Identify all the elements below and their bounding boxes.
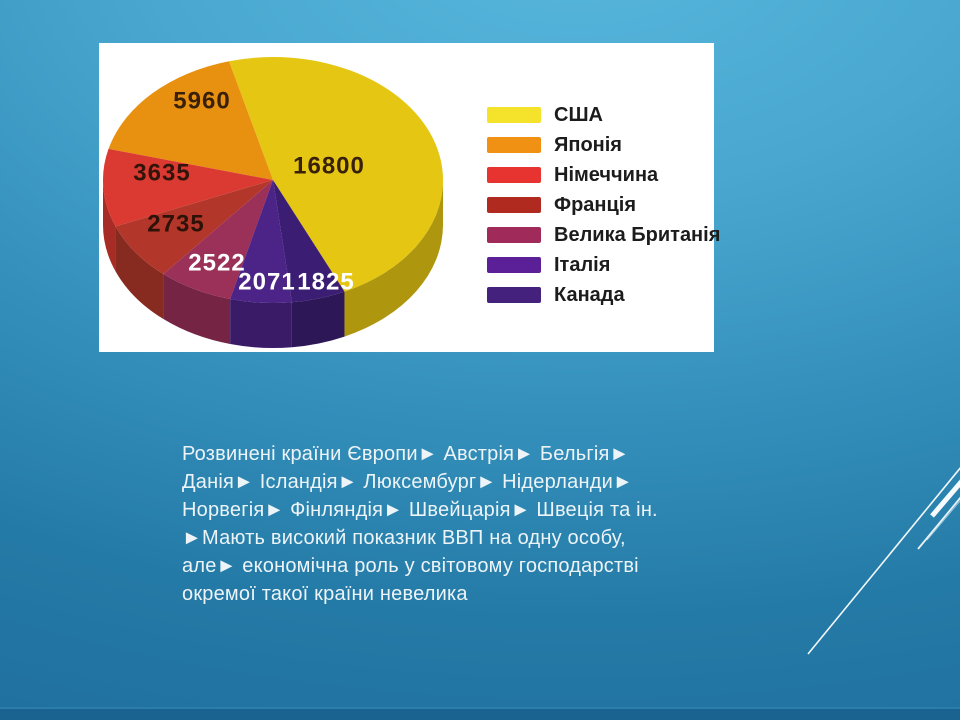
legend-label: Велика Британія bbox=[554, 224, 721, 246]
pie-slice-side bbox=[230, 299, 292, 348]
body-text-line: Норвегія► Фінляндія► Швейцарія► Швеція т… bbox=[182, 499, 658, 521]
pie-slice-top bbox=[273, 180, 345, 303]
deco-line-faint bbox=[926, 500, 960, 541]
pie-value-label: 2522 bbox=[188, 249, 245, 276]
legend-swatch bbox=[487, 107, 541, 123]
pie-value-label: 2735 bbox=[147, 210, 204, 237]
deco-line-thin bbox=[917, 496, 960, 550]
pie-slice-top bbox=[108, 61, 273, 180]
pie-slice-top bbox=[230, 180, 292, 303]
legend-item: Італія bbox=[487, 254, 720, 276]
pie-value-label: 16800 bbox=[293, 152, 365, 179]
pie-value-label: 1825 bbox=[297, 268, 354, 295]
pie-slice-top bbox=[163, 180, 273, 300]
legend-swatch bbox=[487, 287, 541, 303]
body-text-line: Данія► Ісландія► Люксембург► Нідерланди► bbox=[182, 471, 633, 493]
body-text-line: але► економічна роль у світовому господа… bbox=[182, 555, 639, 577]
legend-swatch bbox=[487, 227, 541, 243]
legend-item: Канада bbox=[487, 284, 720, 306]
legend-item: США bbox=[487, 104, 720, 126]
legend-label: Німеччина bbox=[554, 164, 659, 186]
pie-value-label: 3635 bbox=[133, 159, 190, 186]
pie-slice-top bbox=[115, 180, 273, 275]
legend-item: Франція bbox=[487, 194, 720, 216]
deco-line-thick bbox=[930, 479, 960, 518]
pie-slice-side bbox=[344, 180, 444, 337]
pie-slice-side bbox=[163, 274, 231, 345]
legend-swatch bbox=[487, 197, 541, 213]
pie-value-label: 2071 bbox=[238, 268, 295, 295]
legend-label: Канада bbox=[554, 284, 625, 306]
pie-value-label: 5960 bbox=[173, 87, 230, 114]
body-text-line: ►Мають високий показник ВВП на одну особ… bbox=[182, 527, 626, 549]
legend-item: Німеччина bbox=[487, 164, 720, 186]
legend-swatch bbox=[487, 167, 541, 183]
legend-label: Японія bbox=[554, 134, 622, 156]
chart-panel: 16800 5960 3635 2735 2522 2071 1825 США Японія Н… bbox=[99, 43, 720, 352]
body-text-line: Розвинені країни Європи► Австрія► Бельгі… bbox=[182, 443, 630, 465]
body-text-line: окремої такої країни невелика bbox=[182, 583, 468, 605]
pie-slice-top bbox=[102, 148, 273, 227]
deco-line-long bbox=[807, 467, 960, 655]
body-text: Розвинені країни Європи► Австрія► Бельгі… bbox=[182, 440, 658, 608]
bottom-accent-strip bbox=[0, 707, 960, 720]
legend-swatch bbox=[487, 137, 541, 153]
pie-slice-side bbox=[103, 180, 116, 272]
legend-swatch bbox=[487, 257, 541, 273]
legend-label: Італія bbox=[554, 254, 611, 276]
legend-item: Велика Британія bbox=[487, 224, 721, 246]
pie-slice-top bbox=[229, 57, 443, 292]
legend-item: Японія bbox=[487, 134, 720, 156]
pie-slice-side bbox=[291, 291, 345, 348]
legend-label: Франція bbox=[554, 194, 637, 216]
chart-legend: США Японія Німеччина Франція Велика Британія… bbox=[487, 104, 721, 306]
legend-label: США bbox=[554, 104, 603, 126]
pie-slice-side bbox=[115, 226, 164, 320]
